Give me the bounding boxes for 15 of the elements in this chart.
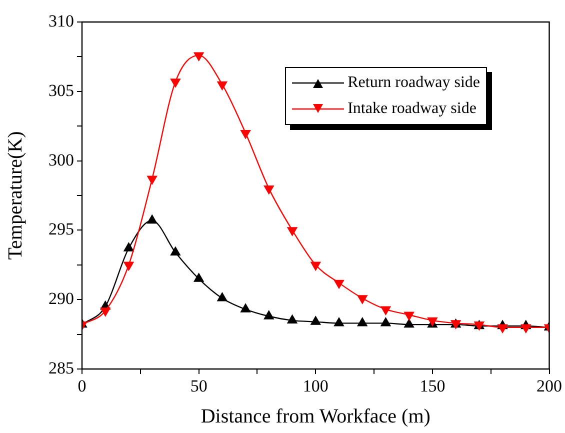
x-tick-label: 50 <box>190 376 208 396</box>
legend-label: Intake roadway side <box>348 99 476 119</box>
x-axis-title: Distance from Workface (m) <box>200 405 430 428</box>
x-tick-label: 200 <box>536 376 562 396</box>
y-tick-label: 295 <box>48 220 74 239</box>
x-tick-label: 0 <box>78 376 86 396</box>
x-tick-label: 100 <box>302 376 328 396</box>
legend-label: Return roadway side <box>348 73 480 93</box>
x-tick-label: 150 <box>420 376 446 396</box>
y-axis-title: Temperature(K) <box>4 131 26 260</box>
y-tick-label: 305 <box>48 80 74 100</box>
y-tick-label: 300 <box>48 150 74 170</box>
y-tick-label: 285 <box>48 358 74 378</box>
y-tick-label: 310 <box>48 11 74 30</box>
y-tick-label: 290 <box>48 289 74 308</box>
